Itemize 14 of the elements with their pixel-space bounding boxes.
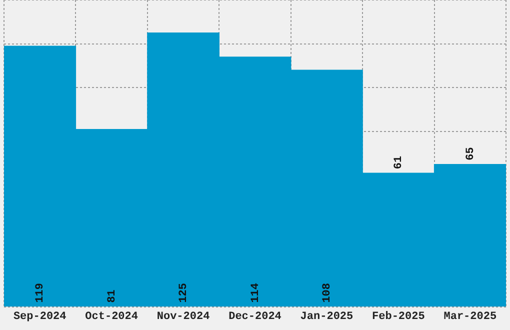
x-tick-label: Dec-2024 <box>228 311 282 324</box>
data-label: 81 <box>106 289 118 303</box>
x-tick-label: Sep-2024 <box>13 311 67 324</box>
x-tick-label: Mar-2025 <box>444 311 497 324</box>
data-label: 114 <box>250 282 262 303</box>
data-label: 65 <box>464 146 477 160</box>
data-label: 119 <box>34 282 47 303</box>
data-label: 61 <box>393 156 406 170</box>
x-tick-label: Oct-2024 <box>85 311 138 324</box>
x-tick-label: Nov-2024 <box>156 311 210 324</box>
x-tick-label: Feb-2025 <box>372 311 426 324</box>
data-label: 108 <box>321 282 334 303</box>
data-label: 125 <box>178 282 190 303</box>
x-tick-label: Jan-2025 <box>300 311 354 324</box>
